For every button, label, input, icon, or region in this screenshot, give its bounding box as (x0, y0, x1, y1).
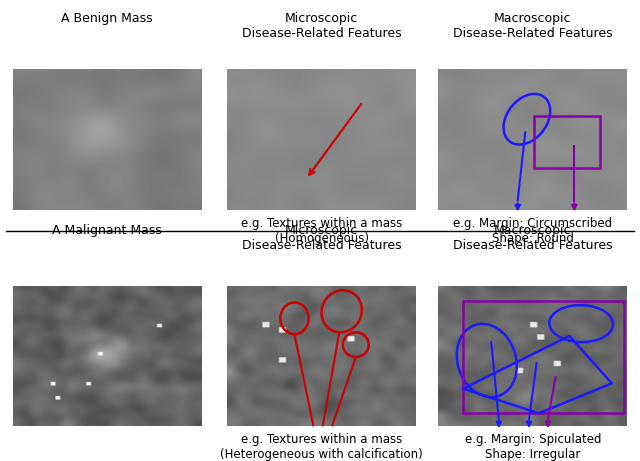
Text: Macroscopic
Disease-Related Features: Macroscopic Disease-Related Features (453, 224, 612, 252)
Text: A Malignant Mass: A Malignant Mass (52, 224, 162, 236)
Text: Microscopic
Disease-Related Features: Microscopic Disease-Related Features (242, 12, 401, 40)
Text: e.g. Margin: Spiculated
Shape: Irregular: e.g. Margin: Spiculated Shape: Irregular (465, 433, 601, 461)
Text: e.g. Margin: Circumscribed
Shape: Round: e.g. Margin: Circumscribed Shape: Round (453, 217, 612, 245)
Text: e.g. Textures within a mass
(Heterogeneous with calcification): e.g. Textures within a mass (Heterogeneo… (220, 433, 423, 461)
Text: Macroscopic
Disease-Related Features: Macroscopic Disease-Related Features (453, 12, 612, 40)
Text: A Benign Mass: A Benign Mass (61, 12, 153, 24)
Text: e.g. Textures within a mass
(Homogeneous): e.g. Textures within a mass (Homogeneous… (241, 217, 402, 245)
Bar (534, 116, 600, 168)
Text: Microscopic
Disease-Related Features: Microscopic Disease-Related Features (242, 224, 401, 252)
Bar (463, 301, 623, 413)
